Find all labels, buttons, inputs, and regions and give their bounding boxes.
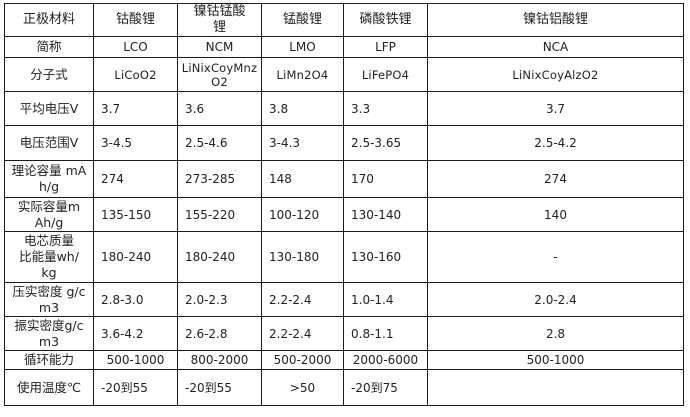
table-cell: 0.8-1.1 — [343, 316, 428, 351]
table-cell: 180-240 — [177, 231, 262, 283]
table-row: 电芯质量比能量wh/kg 180-240 180-240 130-180 130… — [4, 231, 684, 283]
table-row: 实际容量mAh/g 135-150 155-220 100-120 130-14… — [4, 197, 684, 232]
table-cell: 273-285 — [177, 160, 262, 198]
table-cell: 2.5-4.6 — [177, 125, 262, 161]
table-cell: 3.6 — [177, 91, 262, 126]
header-cell-ncm: 镍钴锰酸锂 — [177, 3, 262, 37]
table-cell: 2.2-2.4 — [261, 316, 344, 351]
table-cell: 2.5-3.65 — [343, 125, 428, 161]
table-cell: 800-2000 — [177, 350, 262, 370]
row-label: 理论容量 mAh/g — [4, 160, 94, 198]
table-cell: -20到75 — [343, 369, 428, 406]
table-cell: 3-4.5 — [93, 125, 178, 161]
table-cell: - — [427, 231, 684, 283]
table-cell: 500-1000 — [93, 350, 178, 370]
table-cell: 140 — [427, 197, 684, 232]
row-label: 实际容量mAh/g — [4, 197, 94, 232]
table-cell: 3.6-4.2 — [93, 316, 178, 351]
table-cell: NCA — [427, 36, 684, 58]
table-cell: NCM — [177, 36, 262, 58]
row-label: 平均电压V — [4, 91, 94, 126]
table-cell: LFP — [343, 36, 428, 58]
table-cell: 3.7 — [93, 91, 178, 126]
table-cell: 274 — [93, 160, 178, 198]
row-label: 电压范围V — [4, 125, 94, 161]
table-cell: -20到55 — [93, 369, 178, 406]
table-cell: 155-220 — [177, 197, 262, 232]
table-cell: 2.8 — [427, 316, 684, 351]
table-cell: 500-2000 — [261, 350, 344, 370]
table-row: 分子式 LiCoO2 LiNixCoyMnzO2 LiMn2O4 LiFePO4… — [4, 57, 684, 92]
header-cell-lmo: 锰酸锂 — [261, 3, 344, 37]
table-cell: LiFePO4 — [343, 57, 428, 92]
table-row: 平均电压V 3.7 3.6 3.8 3.3 3.7 — [4, 91, 684, 126]
table-cell: 180-240 — [93, 231, 178, 283]
table-cell: 130-180 — [261, 231, 344, 283]
table-cell: LiCoO2 — [93, 57, 178, 92]
table-cell: 274 — [427, 160, 684, 198]
table-cell: 1.0-1.4 — [343, 282, 428, 317]
table-row: 循环能力 500-1000 800-2000 500-2000 2000-600… — [4, 350, 684, 370]
table-cell: 2.2-2.4 — [261, 282, 344, 317]
row-label: 压实密度 g/cm3 — [4, 282, 94, 317]
table-cell — [427, 369, 684, 406]
table-cell: 3.3 — [343, 91, 428, 126]
table-cell: LCO — [93, 36, 178, 58]
table-row: 理论容量 mAh/g 274 273-285 148 170 274 — [4, 160, 684, 198]
table-cell: 2.0-2.4 — [427, 282, 684, 317]
table-row: 电压范围V 3-4.5 2.5-4.6 3-4.3 2.5-3.65 2.5-4… — [4, 125, 684, 161]
table-cell: 130-140 — [343, 197, 428, 232]
header-cell-nca: 镍钴铝酸锂 — [427, 3, 684, 37]
table-cell: LiMn2O4 — [261, 57, 344, 92]
row-label: 使用温度℃ — [4, 369, 94, 406]
table-cell: 500-1000 — [427, 350, 684, 370]
table-cell: 2.5-4.2 — [427, 125, 684, 161]
row-label: 电芯质量比能量wh/kg — [4, 231, 94, 283]
table-cell: 148 — [261, 160, 344, 198]
table-cell: 130-160 — [343, 231, 428, 283]
header-row: 正极材料 钴酸锂 镍钴锰酸锂 锰酸锂 磷酸铁锂 镍钴铝酸锂 — [4, 3, 684, 37]
header-cell-lco: 钴酸锂 — [93, 3, 178, 37]
table-cell: 2000-6000 — [343, 350, 428, 370]
row-label: 循环能力 — [4, 350, 94, 370]
table-cell: >50 — [261, 369, 344, 406]
table-cell: 3.7 — [427, 91, 684, 126]
battery-comparison-table-wrapper: 正极材料 钴酸锂 镍钴锰酸锂 锰酸锂 磷酸铁锂 镍钴铝酸锂 简称 LCO NCM… — [4, 3, 684, 406]
table-cell: 2.6-2.8 — [177, 316, 262, 351]
table-cell: 2.8-3.0 — [93, 282, 178, 317]
header-cell-lfp: 磷酸铁锂 — [343, 3, 428, 37]
table-cell: -20到55 — [177, 369, 262, 406]
table-row: 使用温度℃ -20到55 -20到55 >50 -20到75 — [4, 369, 684, 406]
row-label: 简称 — [4, 36, 94, 58]
table-cell: LiNixCoyAlzO2 — [427, 57, 684, 92]
table-cell: 3-4.3 — [261, 125, 344, 161]
row-label: 分子式 — [4, 57, 94, 92]
table-cell: 100-120 — [261, 197, 344, 232]
row-label: 振实密度g/cm3 — [4, 316, 94, 351]
table-row: 振实密度g/cm3 3.6-4.2 2.6-2.8 2.2-2.4 0.8-1.… — [4, 316, 684, 351]
table-row: 简称 LCO NCM LMO LFP NCA — [4, 36, 684, 58]
table-row: 压实密度 g/cm3 2.8-3.0 2.0-2.3 2.2-2.4 1.0-1… — [4, 282, 684, 317]
cathode-materials-table: 正极材料 钴酸锂 镍钴锰酸锂 锰酸锂 磷酸铁锂 镍钴铝酸锂 简称 LCO NCM… — [4, 3, 684, 406]
table-cell: 3.8 — [261, 91, 344, 126]
header-cell-material: 正极材料 — [4, 3, 94, 37]
table-cell: 2.0-2.3 — [177, 282, 262, 317]
table-cell: 170 — [343, 160, 428, 198]
table-cell: LMO — [261, 36, 344, 58]
table-cell: 135-150 — [93, 197, 178, 232]
table-cell: LiNixCoyMnzO2 — [177, 57, 262, 92]
